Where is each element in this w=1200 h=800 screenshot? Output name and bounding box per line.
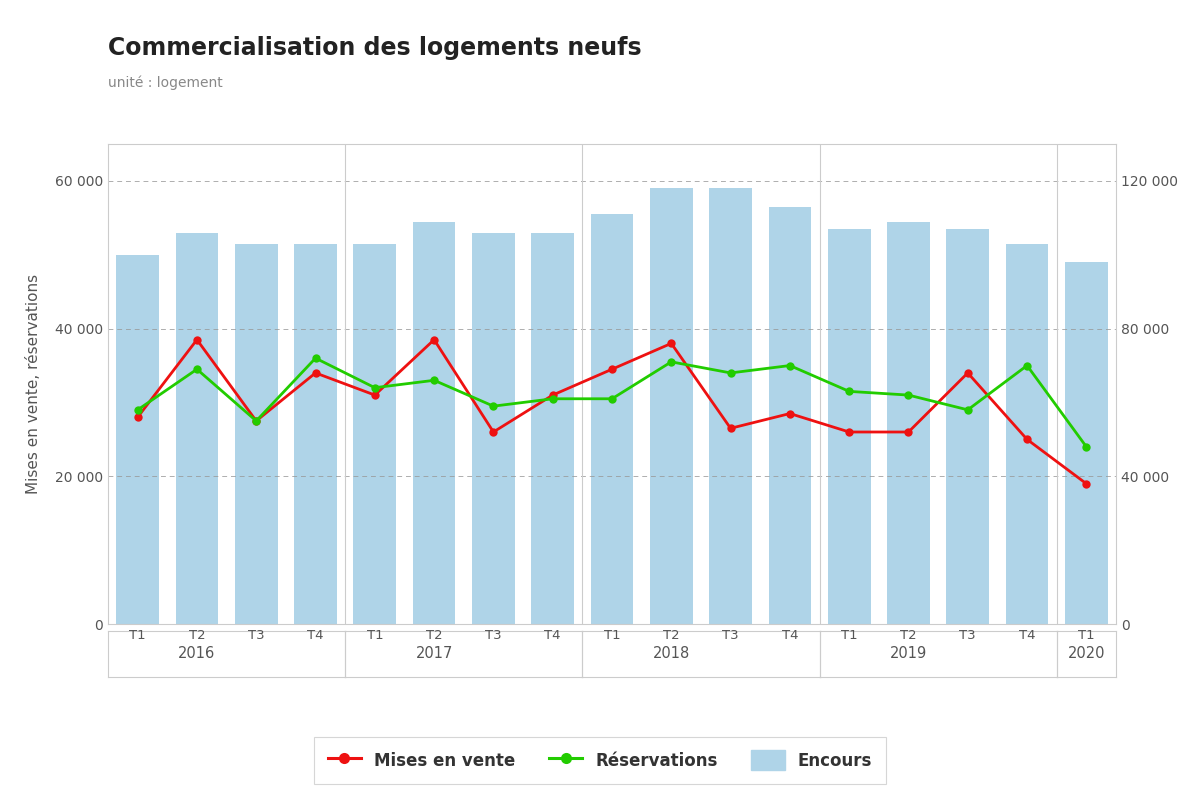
Text: Commercialisation des logements neufs: Commercialisation des logements neufs	[108, 36, 642, 60]
Text: 2019: 2019	[890, 646, 928, 662]
Text: 2016: 2016	[179, 646, 216, 662]
Bar	[650, 188, 692, 624]
Bar	[768, 206, 811, 624]
Bar	[590, 214, 634, 624]
Bar	[532, 233, 574, 624]
Y-axis label: Mises en vente, réservations: Mises en vente, réservations	[26, 274, 41, 494]
Text: 2018: 2018	[653, 646, 690, 662]
Text: 2017: 2017	[415, 646, 452, 662]
Bar	[828, 229, 870, 624]
Text: unité : logement: unité : logement	[108, 76, 223, 90]
Bar	[413, 222, 456, 624]
Legend: Mises en vente, Réservations, Encours: Mises en vente, Réservations, Encours	[314, 737, 886, 784]
Bar	[947, 229, 989, 624]
Bar	[354, 244, 396, 624]
Text: 2020: 2020	[1068, 646, 1105, 662]
Bar	[175, 233, 218, 624]
Bar	[472, 233, 515, 624]
Bar	[116, 254, 158, 624]
Bar	[294, 244, 337, 624]
Bar	[235, 244, 277, 624]
Bar	[887, 222, 930, 624]
Y-axis label: Encours: Encours	[1194, 354, 1200, 414]
Bar	[1006, 244, 1049, 624]
Bar	[1066, 262, 1108, 624]
Bar	[709, 188, 752, 624]
